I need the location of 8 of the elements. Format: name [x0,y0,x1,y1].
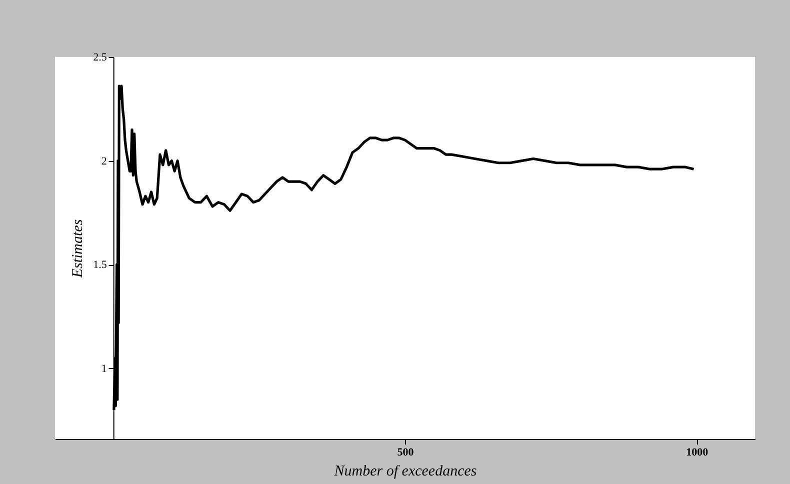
x-tick-label: 1000 [686,446,709,458]
y-axis-title: Estimates [70,219,86,279]
y-tick-label: 1.5 [93,259,108,272]
x-tick-label: 500 [397,446,414,458]
y-tick-label: 2 [101,155,107,168]
x-axis-title: Number of exceedances [333,464,477,480]
y-tick-label: 1 [101,362,107,375]
y-tick-label: 2.5 [93,52,108,64]
